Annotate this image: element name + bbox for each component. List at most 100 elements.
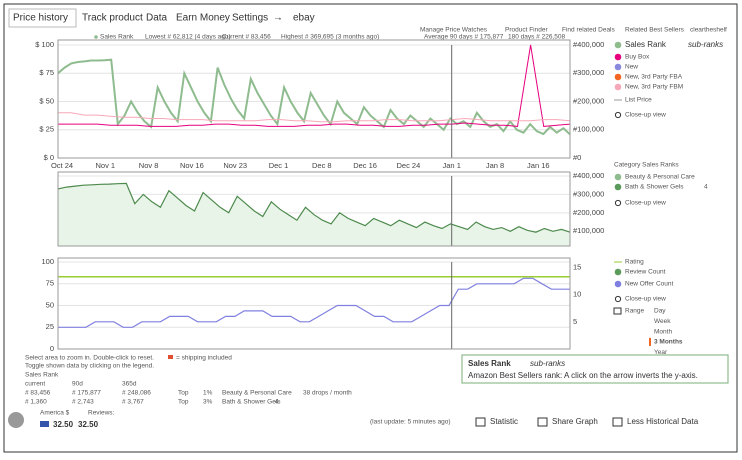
legend-item[interactable]: Bath & Shower Gels: [625, 184, 684, 191]
range-option[interactable]: Month: [654, 328, 672, 335]
tab[interactable]: Price history: [13, 13, 68, 24]
tab[interactable]: Settings: [232, 13, 268, 24]
magnifier: [614, 199, 622, 207]
table-cell: Top: [178, 399, 189, 406]
link[interactable]: Related Best Sellers: [625, 27, 685, 34]
range-title: Range: [625, 308, 645, 315]
y-tick-label: $ 50: [39, 96, 54, 105]
button[interactable]: Statistic: [490, 417, 518, 426]
y-tick-label: $ 100: [35, 40, 54, 49]
y2-tick-label: 5: [573, 317, 577, 326]
update: (last update: 5 minutes ago): [370, 419, 451, 426]
link[interactable]: Manage Price Watches: [420, 27, 488, 34]
x-tick-label: Oct 24: [51, 161, 73, 170]
legend-dot: [614, 280, 622, 288]
x-tick-label: Dec 24: [397, 161, 421, 170]
stat: 180 days # 226,508: [508, 34, 565, 41]
stat: Sales Rank: [100, 34, 134, 41]
table-cell: # 1,360: [25, 399, 47, 406]
table-cell: # 83,456: [25, 390, 51, 397]
price: 32.50: [78, 420, 99, 429]
button[interactable]: Share Graph: [552, 417, 598, 426]
globe-icon: [8, 412, 24, 428]
table-cell: Bath & Shower Gels: [222, 399, 281, 406]
table-header: 365d: [122, 381, 137, 388]
hint: = shipping included: [176, 355, 232, 362]
range-option[interactable]: 3 Months: [654, 339, 683, 346]
close-up[interactable]: Close-up view: [625, 200, 666, 207]
y2-tick-label: #100,000: [573, 125, 604, 134]
range-option[interactable]: Week: [654, 318, 671, 325]
flag-icon: [40, 421, 49, 427]
magnifier: [614, 295, 622, 303]
x-tick-label: Nov 23: [223, 161, 247, 170]
range-option[interactable]: Year: [654, 349, 668, 356]
plot-frame: [57, 171, 571, 247]
legend-dot: [614, 183, 622, 191]
legend-item[interactable]: Beauty & Personal Care: [625, 174, 695, 181]
table-cell: 1%: [203, 390, 213, 397]
table-cell: Beauty & Personal Care: [222, 390, 292, 397]
tab[interactable]: →: [273, 13, 283, 24]
tab[interactable]: Track product: [82, 13, 143, 24]
x-tick-label: Jan 16: [527, 161, 550, 170]
legend-dot: [614, 63, 622, 71]
button[interactable]: Less Historical Data: [627, 417, 699, 426]
legend-dot: [614, 73, 622, 81]
close-up[interactable]: Close-up view: [625, 296, 666, 303]
table-cell: 38 drops / month: [303, 390, 352, 397]
active-tab-box: [8, 8, 77, 28]
legend-sub[interactable]: sub-ranks: [688, 40, 723, 49]
y2-tick-label: 15: [573, 262, 581, 271]
button-icon: [537, 417, 548, 427]
legend-item[interactable]: Review Count: [625, 269, 666, 276]
table-cell: 4: [275, 399, 279, 406]
hint: Toggle shown data by clicking on the leg…: [25, 363, 154, 370]
legend-item[interactable]: Buy Box: [625, 54, 650, 61]
legend-dot: [614, 173, 622, 181]
legend-item[interactable]: Rating: [625, 259, 644, 266]
stat: Current # 83,456: [222, 34, 271, 41]
plot-frame: [57, 257, 571, 350]
magnifier: [614, 111, 622, 119]
y-tick-label: $ 25: [39, 125, 54, 134]
market: America $: [40, 410, 70, 417]
legend-item[interactable]: New: [625, 64, 638, 71]
tab[interactable]: Earn Money: [176, 13, 230, 24]
legend-dot: [614, 41, 622, 49]
table-cell: # 3,767: [122, 399, 144, 406]
legend-dot: [614, 268, 622, 276]
table-cell: # 248,086: [122, 390, 151, 397]
legend-dot: [614, 53, 622, 61]
tooltip-box: [461, 354, 729, 384]
x-tick-label: Nov 16: [180, 161, 204, 170]
y2-tick-label: #400,000: [573, 40, 604, 49]
y2-tick-label: #400,000: [573, 171, 604, 180]
x-tick-label: Nov 8: [139, 161, 159, 170]
legend-item[interactable]: List Price: [625, 97, 652, 104]
legend-item[interactable]: Sales Rank: [625, 40, 667, 49]
legend-item[interactable]: New, 3rd Party FBA: [625, 74, 683, 81]
tooltip-title: Sales Rank: [468, 359, 511, 368]
x-tick-label: Jan 8: [486, 161, 504, 170]
link[interactable]: cleartheshelf: [690, 27, 727, 34]
legend-item[interactable]: New Offer Count: [625, 281, 673, 288]
series-line: [58, 277, 570, 328]
close-up[interactable]: Close-up view: [625, 112, 666, 119]
legend-heading: Category Sales Ranks: [614, 162, 679, 169]
hint: Select area to zoom in. Double-click to …: [25, 355, 154, 362]
legend-item[interactable]: New, 3rd Party FBM: [625, 84, 683, 91]
tab[interactable]: Data: [146, 13, 168, 24]
truck-icon: [168, 355, 173, 359]
range-option[interactable]: Day: [654, 308, 666, 315]
y2-tick-label: #200,000: [573, 208, 604, 217]
y-tick-label: 0: [50, 344, 54, 353]
link[interactable]: Product Finder: [505, 27, 548, 34]
rank-title: Sales Rank: [25, 372, 59, 379]
tab[interactable]: ebay: [293, 13, 315, 24]
y2-tick-label: #300,000: [573, 68, 604, 77]
y-tick-label: 100: [41, 257, 54, 266]
series-line: [58, 44, 571, 127]
link[interactable]: Find related Deals: [562, 27, 615, 34]
